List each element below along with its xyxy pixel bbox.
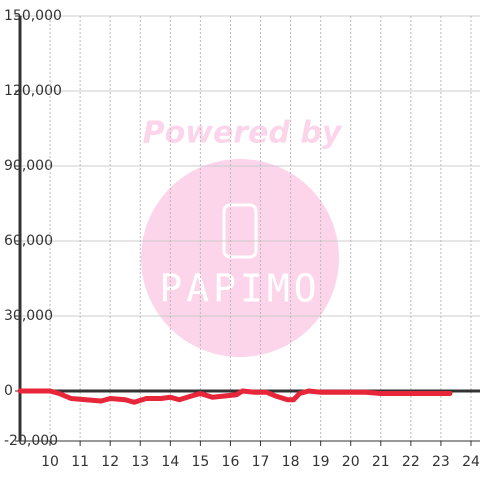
x-tick-label: 15 — [191, 454, 209, 470]
x-tick-label: 18 — [282, 454, 300, 470]
y-tick-label: 150,000 — [4, 8, 62, 24]
x-tick-label: 13 — [131, 454, 149, 470]
x-tick-label: 17 — [252, 454, 270, 470]
x-tick-label: 24 — [462, 454, 480, 470]
x-tick-label: 16 — [222, 454, 240, 470]
y-tick-label: 0 — [4, 383, 13, 399]
x-tick-label: 23 — [432, 454, 450, 470]
x-tick-label: 14 — [161, 454, 179, 470]
y-tick-label: 60,000 — [4, 233, 53, 249]
series-line — [17, 388, 453, 405]
x-tick-label: 21 — [372, 454, 390, 470]
x-tick-label: 12 — [101, 454, 119, 470]
watermark-phone-icon — [222, 203, 258, 259]
x-tick-label: 22 — [402, 454, 420, 470]
y-tick-label: 120,000 — [4, 83, 62, 99]
x-tick-label: 20 — [342, 454, 360, 470]
watermark-logo: PAPIMO — [159, 267, 320, 311]
y-tick-label: 90,000 — [4, 158, 53, 174]
y-tick-label: 30,000 — [4, 308, 53, 324]
x-tick-label: 10 — [41, 454, 59, 470]
x-tick-label: 19 — [312, 454, 330, 470]
watermark-text: Powered by — [143, 116, 343, 151]
x-tick-label: 11 — [71, 454, 89, 470]
